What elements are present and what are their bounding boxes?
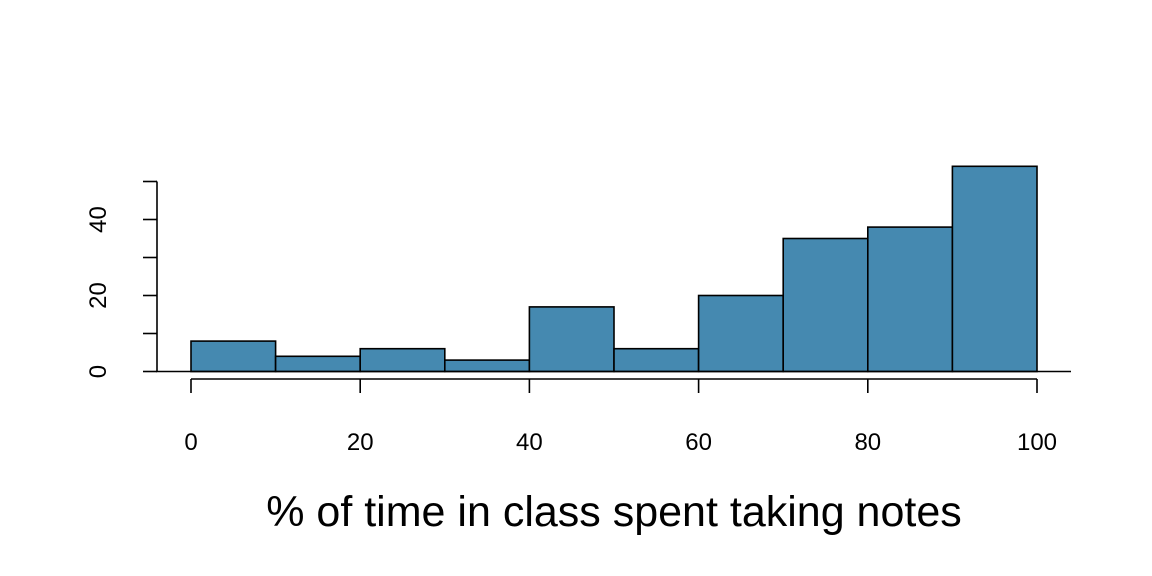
histogram-bar — [359, 347, 446, 373]
x-tick-label: 20 — [347, 429, 374, 456]
x-axis: 0 20 40 60 80 100 — [184, 378, 1057, 456]
histogram-bar — [190, 340, 277, 373]
y-tick-label: 40 — [85, 206, 112, 233]
histogram-bar — [613, 347, 700, 373]
y-axis: 0 20 40 — [85, 180, 158, 378]
bars-group — [190, 165, 1038, 373]
x-axis-title: % of time in class spent taking notes — [266, 488, 962, 536]
histogram-bar — [697, 294, 784, 373]
x-tick-label: 80 — [854, 429, 881, 456]
histogram-bar — [443, 359, 531, 373]
histogram-bar — [782, 237, 869, 373]
y-tick-label: 20 — [85, 282, 112, 309]
histogram-bar — [951, 165, 1038, 373]
histogram-bar — [866, 226, 954, 373]
x-tick-label: 60 — [685, 429, 712, 456]
histogram-bar — [274, 355, 362, 373]
histogram-bar — [528, 306, 615, 373]
x-tick-label: 100 — [1017, 429, 1057, 456]
x-tick-label: 0 — [184, 429, 197, 456]
x-tick-label: 40 — [516, 429, 543, 456]
y-tick-label: 0 — [85, 365, 112, 378]
